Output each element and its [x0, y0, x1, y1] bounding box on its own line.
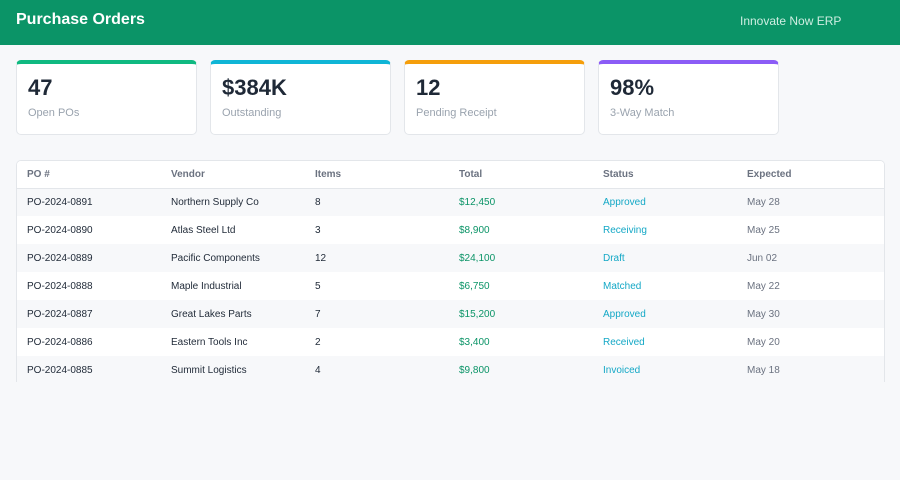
expected-date: May 25	[737, 216, 884, 244]
expected-date: May 30	[737, 300, 884, 328]
page-title: Purchase Orders	[16, 11, 145, 28]
order-total: $24,100	[449, 244, 593, 272]
stat-label: Outstanding	[222, 107, 282, 119]
stat-value: 98%	[610, 75, 655, 100]
status-label: Received	[593, 328, 737, 356]
item-count: 5	[305, 272, 449, 300]
table-row[interactable]: PO-2024-0887 Great Lakes Parts 7 $15,200…	[17, 300, 884, 328]
expected-date: May 22	[737, 272, 884, 300]
stat-card-three-way-match[interactable]: 98% 3-Way Match	[598, 60, 779, 135]
stat-card-pending-receipt[interactable]: 12 Pending Receipt	[404, 60, 585, 135]
column-header-items[interactable]: Items	[305, 161, 449, 189]
po-number: PO-2024-0890	[17, 216, 161, 244]
po-number: PO-2024-0889	[17, 244, 161, 272]
column-header-total[interactable]: Total	[449, 161, 593, 189]
item-count: 4	[305, 356, 449, 382]
stat-value: 12	[416, 75, 441, 100]
order-total: $3,400	[449, 328, 593, 356]
item-count: 3	[305, 216, 449, 244]
stat-card-open-pos[interactable]: 47 Open POs	[16, 60, 197, 135]
vendor-name: Eastern Tools Inc	[161, 328, 305, 356]
po-number: PO-2024-0886	[17, 328, 161, 356]
stat-label: Open POs	[28, 107, 80, 119]
item-count: 7	[305, 300, 449, 328]
vendor-name: Summit Logistics	[161, 356, 305, 382]
order-total: $15,200	[449, 300, 593, 328]
order-total: $6,750	[449, 272, 593, 300]
brand-name[interactable]: Innovate Now ERP	[740, 14, 842, 28]
order-total: $9,800	[449, 356, 593, 382]
status-label: Invoiced	[593, 356, 737, 382]
vendor-name: Maple Industrial	[161, 272, 305, 300]
table-row[interactable]: PO-2024-0886 Eastern Tools Inc 2 $3,400 …	[17, 328, 884, 356]
vendor-name: Pacific Components	[161, 244, 305, 272]
po-number: PO-2024-0887	[17, 300, 161, 328]
table-row[interactable]: PO-2024-0888 Maple Industrial 5 $6,750 M…	[17, 272, 884, 300]
status-label: Draft	[593, 244, 737, 272]
expected-date: May 18	[737, 356, 884, 382]
status-label: Approved	[593, 188, 737, 216]
stat-value: $384K	[222, 75, 287, 100]
status-label: Approved	[593, 300, 737, 328]
po-number: PO-2024-0891	[17, 188, 161, 216]
vendor-name: Great Lakes Parts	[161, 300, 305, 328]
table-row[interactable]: PO-2024-0890 Atlas Steel Ltd 3 $8,900 Re…	[17, 216, 884, 244]
expected-date: Jun 02	[737, 244, 884, 272]
stat-label: 3-Way Match	[610, 107, 675, 119]
stat-card-outstanding[interactable]: $384K Outstanding	[210, 60, 391, 135]
po-number: PO-2024-0888	[17, 272, 161, 300]
vendor-name: Atlas Steel Ltd	[161, 216, 305, 244]
item-count: 8	[305, 188, 449, 216]
column-header-vendor[interactable]: Vendor	[161, 161, 305, 189]
vendor-name: Northern Supply Co	[161, 188, 305, 216]
purchase-orders-table: PO # Vendor Items Total Status Expected …	[16, 160, 885, 382]
stat-value: 47	[28, 75, 53, 100]
order-total: $8,900	[449, 216, 593, 244]
item-count: 2	[305, 328, 449, 356]
po-number: PO-2024-0885	[17, 356, 161, 382]
stat-label: Pending Receipt	[416, 107, 497, 119]
top-bar: Purchase Orders Innovate Now ERP	[0, 0, 900, 45]
column-header-status[interactable]: Status	[593, 161, 737, 189]
status-label: Receiving	[593, 216, 737, 244]
expected-date: May 28	[737, 188, 884, 216]
status-label: Matched	[593, 272, 737, 300]
item-count: 12	[305, 244, 449, 272]
order-total: $12,450	[449, 188, 593, 216]
column-header-po[interactable]: PO #	[17, 161, 161, 189]
table-row[interactable]: PO-2024-0891 Northern Supply Co 8 $12,45…	[17, 188, 884, 216]
table-row[interactable]: PO-2024-0889 Pacific Components 12 $24,1…	[17, 244, 884, 272]
column-header-expected[interactable]: Expected	[737, 161, 884, 189]
table-header-row: PO # Vendor Items Total Status Expected	[17, 161, 884, 189]
table-row[interactable]: PO-2024-0885 Summit Logistics 4 $9,800 I…	[17, 356, 884, 382]
expected-date: May 20	[737, 328, 884, 356]
